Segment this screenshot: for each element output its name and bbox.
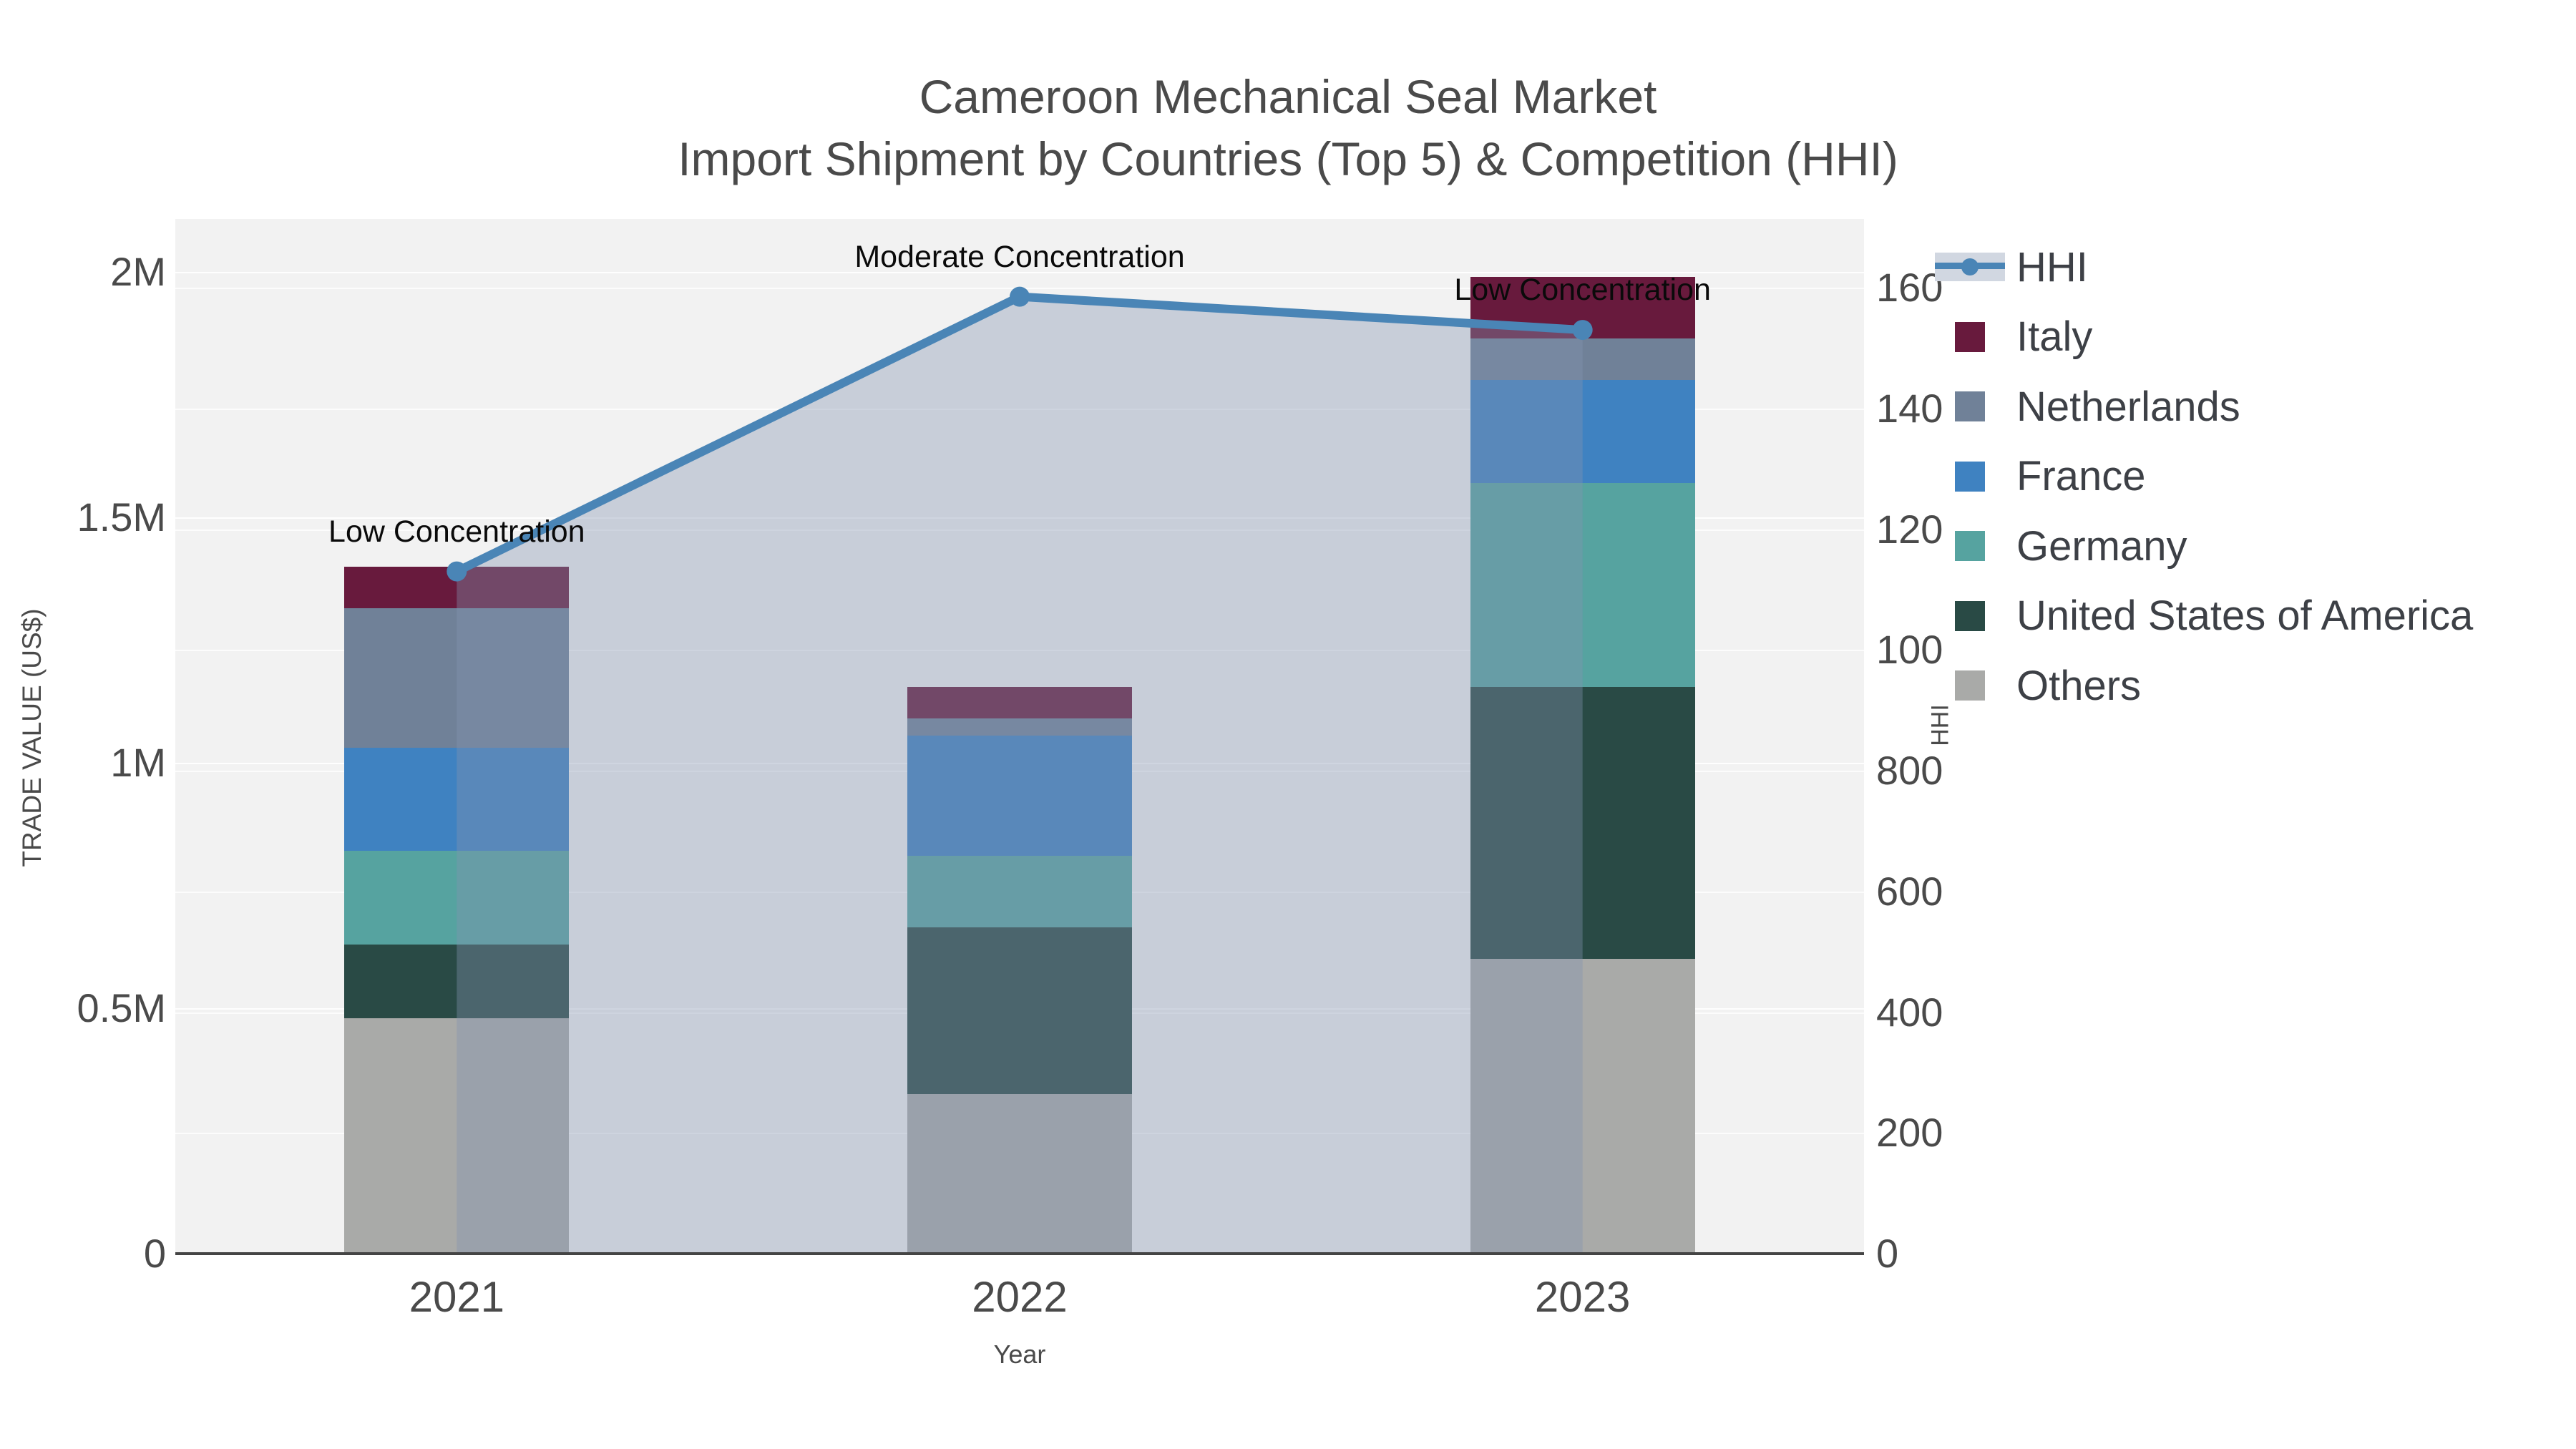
- legend-label: France: [2016, 453, 2146, 499]
- bar-segment-united-states-of-america-2021[interactable]: [344, 944, 570, 1018]
- legend-hhi-marker-dot: [1961, 258, 1979, 275]
- legend-glyph-col: [1932, 253, 2008, 281]
- bar-segment-france-2021[interactable]: [344, 748, 570, 852]
- y-right-tick-800: 800: [1876, 748, 1943, 793]
- hhi-marker-2021[interactable]: [447, 561, 467, 582]
- legend-item-italy[interactable]: Italy: [1932, 311, 2092, 363]
- legend-item-united-states-of-america[interactable]: United States of America: [1932, 590, 2473, 642]
- y-right-tick-100: 100: [1876, 627, 1943, 673]
- legend-label: HHI: [2016, 243, 2088, 291]
- bar-segment-others-2022[interactable]: [907, 1094, 1132, 1254]
- y-left-tick-1.5M: 1.5M: [77, 494, 167, 540]
- annotation-2021: Low Concentration: [328, 514, 585, 549]
- legend-label: Others: [2016, 662, 2142, 709]
- legend-glyph-col: [1932, 391, 2008, 421]
- y-right-tick-600: 600: [1876, 868, 1943, 914]
- hhi-marker-2022[interactable]: [1010, 286, 1030, 307]
- legend-glyph-col: [1932, 321, 2008, 352]
- y-left-tick-2M: 2M: [110, 249, 166, 294]
- legend-item-others[interactable]: Others: [1932, 660, 2141, 711]
- bar-segment-netherlands-2021[interactable]: [344, 608, 570, 748]
- hhi-marker-2023[interactable]: [1572, 320, 1593, 341]
- x-tick-2022: 2022: [972, 1273, 1068, 1321]
- chart-title-line2: Import Shipment by Countries (Top 5) & C…: [678, 132, 1898, 185]
- legend-glyph-col: [1932, 600, 2008, 631]
- legend-swatch-netherlands: [1955, 391, 1985, 421]
- legend-item-hhi[interactable]: HHI: [1932, 241, 2088, 293]
- bar-segment-germany-2022[interactable]: [907, 856, 1132, 927]
- annotation-2023: Low Concentration: [1454, 273, 1711, 308]
- y-left-tick-0: 0: [143, 1231, 166, 1276]
- gridline-usd-2M: [175, 272, 1864, 273]
- bar-segment-others-2023[interactable]: [1470, 959, 1695, 1254]
- legend-glyph-col: [1932, 670, 2008, 701]
- y-right-tick-200: 200: [1876, 1110, 1943, 1156]
- annotation-2022: Moderate Concentration: [854, 239, 1185, 274]
- x-tick-2023: 2023: [1534, 1273, 1631, 1321]
- legend-hhi-line-swatch: [1935, 253, 2005, 281]
- legend-swatch-italy: [1955, 321, 1985, 352]
- legend-swatch-germany: [1955, 531, 1985, 561]
- bar-segment-netherlands-2022[interactable]: [907, 718, 1132, 736]
- bar-segment-others-2021[interactable]: [344, 1018, 570, 1254]
- bar-segment-france-2023[interactable]: [1470, 379, 1695, 483]
- bar-segment-united-states-of-america-2023[interactable]: [1470, 686, 1695, 960]
- y-right-tick-0: 0: [1876, 1231, 1899, 1276]
- bar-segment-france-2022[interactable]: [907, 736, 1132, 857]
- x-axis-line: [175, 1252, 1864, 1255]
- y-right-tick-140: 140: [1876, 385, 1943, 431]
- x-axis-title: Year: [993, 1340, 1046, 1369]
- bar-segment-germany-2023[interactable]: [1470, 482, 1695, 687]
- legend-glyph-col: [1932, 531, 2008, 561]
- bar-segment-netherlands-2023[interactable]: [1470, 338, 1695, 380]
- legend-glyph-col: [1932, 461, 2008, 492]
- y-axis-left-title: TRADE VALUE (US$): [17, 608, 47, 867]
- legend-item-germany[interactable]: Germany: [1932, 520, 2187, 572]
- y-right-tick-160: 160: [1876, 265, 1943, 310]
- legend-label: Germany: [2016, 522, 2187, 570]
- legend-swatch-france: [1955, 461, 1985, 492]
- legend-swatch-others: [1955, 670, 1985, 701]
- legend-label: Netherlands: [2016, 383, 2240, 430]
- bar-segment-united-states-of-america-2022[interactable]: [907, 927, 1132, 1095]
- x-tick-2021: 2021: [409, 1273, 505, 1321]
- gridline-hhi-100: [175, 650, 1864, 652]
- legend-item-france[interactable]: France: [1932, 451, 2146, 502]
- y-right-tick-120: 120: [1876, 506, 1943, 552]
- legend-swatch-united-states-of-america: [1955, 600, 1985, 631]
- chart-title-line1: Cameroon Mechanical Seal Market: [919, 70, 1657, 123]
- legend-label: United States of America: [2016, 592, 2474, 639]
- bar-segment-germany-2021[interactable]: [344, 851, 570, 945]
- legend-label: Italy: [2016, 313, 2093, 360]
- y-right-tick-400: 400: [1876, 989, 1943, 1035]
- bar-segment-italy-2022[interactable]: [907, 686, 1132, 719]
- legend-item-netherlands[interactable]: Netherlands: [1932, 381, 2240, 432]
- plot-area: [175, 219, 1864, 1254]
- y-left-tick-1M: 1M: [110, 740, 166, 785]
- y-left-tick-0.5M: 0.5M: [77, 985, 167, 1030]
